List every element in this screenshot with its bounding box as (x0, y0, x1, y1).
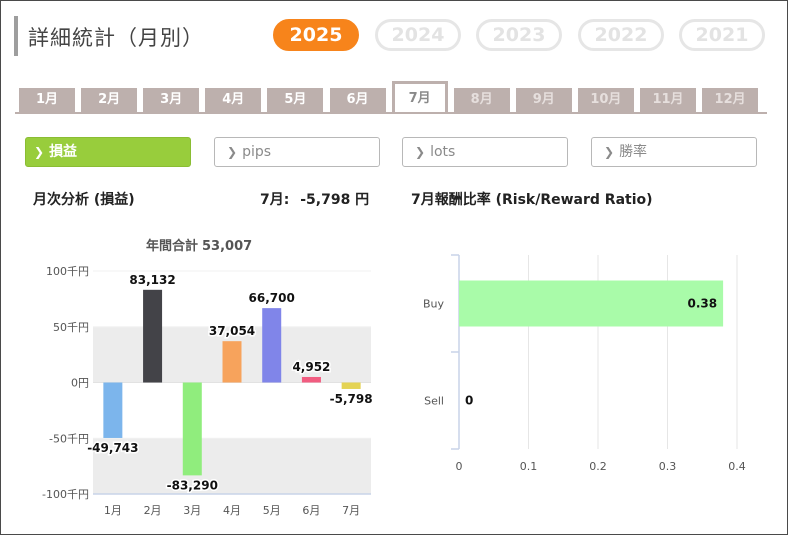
chevron-right-icon: ❯ (604, 145, 615, 159)
month-tab-7[interactable]: 7月 (391, 81, 448, 114)
bar-Buy (459, 280, 724, 327)
metric-label: 勝率 (619, 144, 648, 160)
year-tab-2025[interactable]: 2025 (273, 19, 359, 51)
category-label: Buy (423, 298, 445, 311)
x-tick-label: 0 (456, 460, 463, 473)
bar-2月 (143, 289, 163, 383)
bar-3月 (182, 382, 202, 476)
month-tab-11[interactable]: 11月 (640, 88, 696, 112)
x-tick-label: 0.3 (659, 460, 677, 473)
category-label: Sell (424, 395, 444, 408)
bar-6月 (301, 376, 321, 383)
monthly-pl-chart: 100千円50千円0円-50千円-100千円-49,7431月83,1322月-… (42, 265, 374, 517)
metric-button-4[interactable]: ❯ 勝率 (591, 137, 757, 167)
data-label: 37,054 (209, 324, 255, 338)
x-tick-label: 0.1 (520, 460, 538, 473)
month-tab-5[interactable]: 5月 (267, 88, 324, 112)
chevron-right-icon: ❯ (415, 145, 426, 159)
month-tab-1[interactable]: 1月 (19, 88, 75, 112)
monthly-analysis-title: 月次分析 (損益) (33, 192, 135, 208)
year-tab-2024[interactable]: 2024 (375, 19, 461, 51)
rr-ratio-chart: 0 0.1 0.2 0.3 0.4 0.38 Buy 0 Sell (423, 254, 746, 473)
data-label: 66,700 (249, 291, 295, 305)
annual-total-label: 年間合計 (146, 239, 199, 254)
y-tick-label: 0円 (71, 377, 89, 390)
x-tick-label: 2月 (144, 504, 162, 517)
data-label: -49,743 (87, 441, 138, 455)
metric-button-2[interactable]: ❯ pips (214, 137, 380, 167)
annual-total-value: 53,007 (202, 239, 253, 254)
data-label: 4,952 (292, 360, 330, 374)
tab-underline (15, 112, 767, 114)
y-tick-label: 50千円 (53, 321, 89, 334)
annual-total: 年間合計 53,007 (146, 235, 252, 254)
month-pl-label: 7月: (260, 192, 290, 208)
metric-label: pips (242, 144, 272, 160)
month-tab-8[interactable]: 8月 (453, 88, 510, 112)
x-tick-label: 0.2 (589, 460, 607, 473)
month-tab-12[interactable]: 12月 (702, 88, 759, 112)
x-tick-label: 7月 (342, 504, 360, 517)
month-tab-10[interactable]: 10月 (577, 88, 634, 112)
y-tick-label: -50千円 (49, 432, 89, 445)
x-tick-label: 5月 (263, 504, 281, 517)
chevron-right-icon: ❯ (227, 145, 238, 159)
data-label: 0.38 (687, 297, 717, 311)
title-bar: 詳細統計（月別） (14, 16, 268, 56)
month-pl-value: -5,798 円 (300, 192, 370, 208)
x-tick-label: 1月 (104, 504, 122, 517)
plot-band (93, 438, 371, 494)
x-tick-label: 4月 (223, 504, 241, 517)
metric-label: 損益 (49, 144, 78, 160)
data-label: 83,132 (129, 273, 175, 287)
page-title: 詳細統計（月別） (28, 26, 204, 50)
month-tab-9[interactable]: 9月 (515, 88, 572, 112)
bar-7月 (341, 382, 361, 389)
x-tick-label: 3月 (183, 504, 201, 517)
month-pl-summary: 7月: -5,798 円 (260, 189, 369, 209)
metric-button-1[interactable]: ❯ 損益 (25, 137, 191, 167)
bar-4月 (222, 341, 242, 383)
year-tab-2021[interactable]: 2021 (679, 19, 765, 51)
metric-button-3[interactable]: ❯ lots (402, 137, 568, 167)
data-label: -5,798 (330, 392, 373, 406)
data-label: 0 (465, 394, 473, 408)
rr-ratio-title: 7月報酬比率 (Risk/Reward Ratio) (411, 192, 653, 208)
month-tab-4[interactable]: 4月 (205, 88, 262, 112)
bar-5月 (262, 308, 282, 383)
month-tab-2[interactable]: 2月 (81, 88, 138, 112)
chevron-right-icon: ❯ (34, 145, 45, 159)
y-tick-label: 100千円 (46, 265, 89, 278)
data-label: -83,290 (167, 478, 218, 492)
year-tab-2022[interactable]: 2022 (578, 19, 664, 51)
month-tab-3[interactable]: 3月 (143, 88, 200, 112)
metric-label: lots (430, 144, 456, 160)
y-tick-label: -100千円 (42, 488, 89, 501)
month-tab-6[interactable]: 6月 (329, 88, 386, 112)
x-tick-label: 0.4 (728, 460, 746, 473)
year-tab-2023[interactable]: 2023 (476, 19, 562, 51)
bar-1月 (103, 382, 123, 438)
x-tick-label: 6月 (302, 504, 320, 517)
